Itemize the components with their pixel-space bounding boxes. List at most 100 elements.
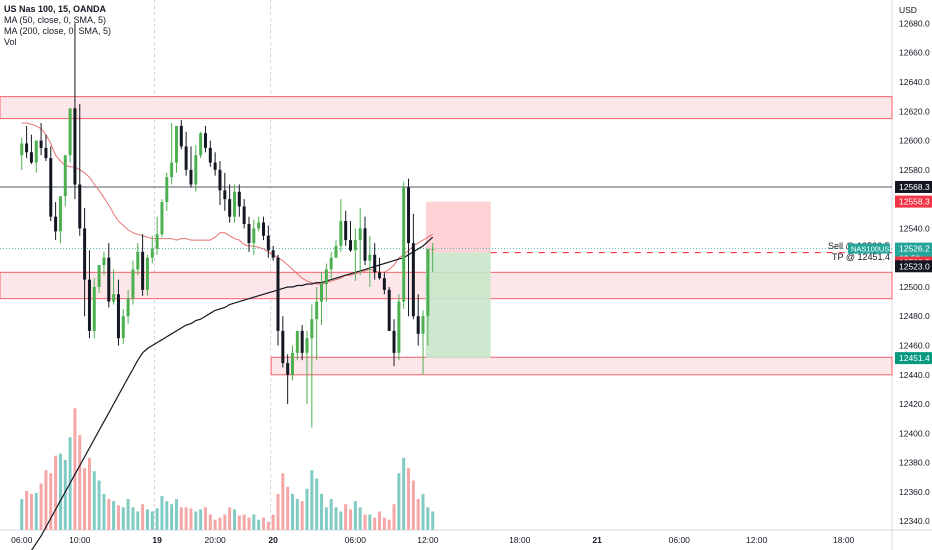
time-tick-label: 10:00 bbox=[69, 535, 91, 545]
axis-price-badge: 12451.4 bbox=[895, 352, 932, 365]
volume-bar bbox=[257, 519, 261, 530]
ma50-legend[interactable]: MA (50, close, 0, SMA, 5) bbox=[4, 15, 107, 25]
volume-bar bbox=[44, 470, 48, 530]
candle bbox=[73, 23, 77, 200]
volume-legend[interactable]: Vol bbox=[4, 37, 17, 47]
volume-bar bbox=[97, 480, 101, 530]
candle-body bbox=[252, 228, 256, 244]
axis-badge-text: 12523.0 bbox=[899, 261, 930, 271]
candle bbox=[126, 289, 130, 324]
candle-body bbox=[378, 272, 382, 279]
candle-body bbox=[78, 184, 82, 229]
volume-bar bbox=[155, 508, 159, 530]
candle-body bbox=[44, 147, 48, 159]
candle-body bbox=[174, 125, 178, 163]
candle bbox=[252, 219, 256, 255]
volume-bar bbox=[382, 517, 386, 530]
candle bbox=[25, 125, 29, 159]
ma200-line bbox=[31, 236, 434, 550]
volume-bar bbox=[266, 521, 270, 530]
candle bbox=[382, 272, 386, 295]
volume-bar bbox=[112, 501, 116, 530]
candle bbox=[208, 140, 212, 167]
candle bbox=[194, 144, 198, 192]
time-tick-label: 06:00 bbox=[669, 535, 691, 545]
volume-bar bbox=[324, 507, 328, 530]
volume-bar bbox=[368, 514, 372, 530]
candle bbox=[78, 103, 82, 236]
volume-bar bbox=[305, 488, 309, 530]
candle bbox=[315, 286, 319, 361]
candle-body bbox=[382, 278, 386, 290]
time-tick-label: 06:00 bbox=[345, 535, 367, 545]
candle-body bbox=[145, 257, 149, 290]
symbol-title[interactable]: US Nas 100, 15, OANDA bbox=[4, 4, 107, 14]
axis-badge-bg bbox=[895, 260, 932, 273]
candle bbox=[58, 196, 62, 244]
candle bbox=[290, 345, 294, 381]
volume-bar bbox=[213, 519, 217, 530]
candle-body bbox=[281, 330, 285, 364]
volume-bar bbox=[358, 507, 362, 530]
candle-body bbox=[107, 257, 111, 302]
price-tick-label: 12680.0 bbox=[899, 18, 930, 28]
candle-body bbox=[29, 152, 33, 163]
candle-body bbox=[49, 158, 53, 217]
take-profit-label: TP @ 12451.4 bbox=[832, 252, 890, 262]
candle bbox=[310, 304, 314, 428]
candle bbox=[266, 225, 270, 258]
stop-loss-area bbox=[425, 201, 491, 253]
volume-bar bbox=[237, 515, 241, 530]
candle bbox=[34, 140, 38, 173]
candle-body bbox=[218, 169, 222, 191]
take-profit-area bbox=[425, 252, 491, 359]
candle-body bbox=[353, 240, 357, 251]
candle-body bbox=[315, 301, 319, 320]
candle bbox=[63, 155, 67, 207]
candle-body bbox=[237, 191, 241, 207]
volume-bar bbox=[194, 511, 198, 530]
volume-bar bbox=[73, 408, 77, 530]
candle bbox=[276, 254, 280, 346]
candle-body bbox=[223, 190, 227, 200]
candle bbox=[242, 199, 246, 229]
candle-body bbox=[344, 221, 348, 241]
candle-body bbox=[295, 330, 299, 353]
candle-body bbox=[329, 257, 333, 270]
axis-price-badge: 12523.0 bbox=[895, 260, 932, 273]
volume-bar bbox=[87, 457, 91, 530]
axis-badge-bg bbox=[895, 180, 932, 193]
volume-bar bbox=[136, 511, 140, 530]
candle bbox=[68, 108, 72, 163]
price-tick-label: 12400.0 bbox=[899, 428, 930, 438]
volume-bar bbox=[170, 504, 174, 530]
candle bbox=[324, 263, 328, 302]
candle-body bbox=[112, 294, 116, 302]
candle-body bbox=[203, 133, 207, 148]
volume-bar bbox=[208, 514, 212, 530]
candle bbox=[228, 184, 232, 223]
volume-bar bbox=[329, 499, 333, 530]
candle bbox=[179, 120, 183, 150]
candle-body bbox=[87, 279, 91, 331]
ma200-legend[interactable]: MA (200, close, 0, SMA, 5) bbox=[4, 26, 112, 36]
price-tick-label: 12580.0 bbox=[899, 165, 930, 175]
volume-bar bbox=[160, 495, 164, 530]
candle-body bbox=[324, 269, 328, 285]
candle-body bbox=[228, 199, 232, 217]
candle-body bbox=[339, 221, 343, 246]
candle bbox=[257, 216, 261, 232]
axis-badge-bg bbox=[895, 242, 932, 255]
candle-body bbox=[290, 352, 294, 375]
volume-bar bbox=[300, 501, 304, 530]
candle-body bbox=[150, 248, 154, 258]
chart-legend: US Nas 100, 15, OANDA MA (50, close, 0, … bbox=[4, 4, 111, 48]
time-tick-label: 18:00 bbox=[833, 535, 855, 545]
volume-bar bbox=[310, 470, 314, 530]
volume-bar bbox=[83, 468, 87, 530]
axis-badge-text: 12526.2 bbox=[899, 244, 930, 254]
volume-bar bbox=[141, 504, 145, 530]
time-tick-label: 06:00 bbox=[11, 535, 33, 545]
candle bbox=[411, 213, 415, 320]
